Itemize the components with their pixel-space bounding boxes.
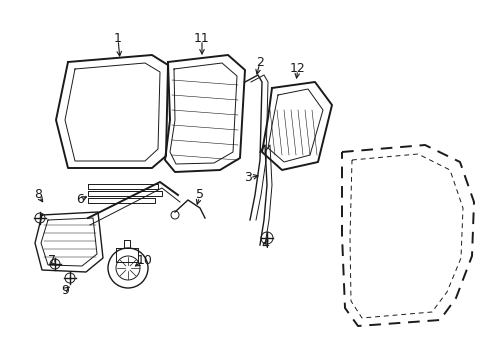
Text: 8: 8 xyxy=(34,189,42,202)
Text: 10: 10 xyxy=(137,253,153,266)
Text: 5: 5 xyxy=(196,189,203,202)
Text: 1: 1 xyxy=(114,31,122,45)
Polygon shape xyxy=(88,191,162,196)
Text: 11: 11 xyxy=(194,31,209,45)
Text: 6: 6 xyxy=(76,193,84,207)
Polygon shape xyxy=(88,198,155,203)
Text: 12: 12 xyxy=(289,62,305,75)
Text: 2: 2 xyxy=(256,55,264,68)
Text: 3: 3 xyxy=(244,171,251,184)
Text: 9: 9 xyxy=(61,284,69,297)
Polygon shape xyxy=(88,184,158,189)
Text: 7: 7 xyxy=(48,253,56,266)
Text: 4: 4 xyxy=(261,238,268,252)
